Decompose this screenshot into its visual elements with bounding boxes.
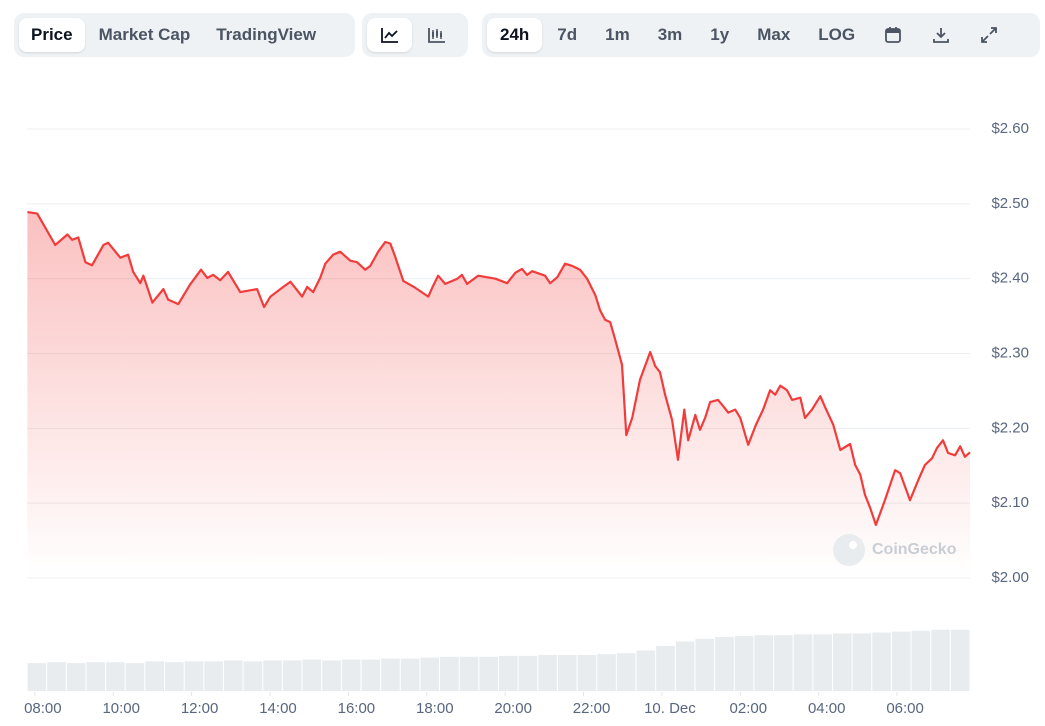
volume-bar	[754, 635, 774, 691]
volume-bar	[86, 662, 106, 691]
volume-bar	[518, 655, 538, 691]
x-tick-label: 10:00	[102, 700, 140, 717]
price-line	[27, 211, 971, 526]
volume-bar	[243, 661, 263, 691]
toolbar-button[interactable]: Price	[19, 18, 85, 52]
volume-bar	[66, 663, 86, 691]
volume-bar	[538, 655, 557, 691]
line-icon	[380, 28, 398, 43]
watermark: CoinGecko	[833, 534, 957, 566]
chart-style-toggle	[362, 13, 468, 57]
download-button[interactable]	[918, 18, 964, 52]
volume-bar	[911, 630, 931, 691]
volume-bar	[950, 629, 970, 691]
volume-bar	[381, 658, 400, 691]
y-tick-label: $2.60	[991, 120, 1029, 137]
toolbar-button[interactable]: Max	[757, 25, 791, 44]
x-tick-label: 22:00	[573, 700, 611, 717]
volume-bar	[361, 659, 381, 691]
volume-bar	[793, 634, 813, 691]
range-toggle: 24h 7d 1m 3m 1y Max LOG	[482, 13, 1040, 57]
volume-bar	[479, 656, 498, 691]
volume-bar	[145, 661, 165, 691]
toolbar-button[interactable]: 7d	[557, 25, 578, 44]
x-tick-label: 18:00	[416, 700, 454, 717]
toolbar-button[interactable]: 24h	[487, 18, 543, 52]
volume-bar	[656, 646, 675, 691]
volume-bar	[27, 663, 47, 691]
volume-bar	[734, 636, 754, 691]
x-tick-label: 06:00	[886, 700, 924, 717]
line-chart-button[interactable]	[367, 18, 412, 52]
volume-bar	[499, 655, 518, 691]
volume-bar	[263, 660, 282, 691]
volume-bar	[420, 657, 440, 691]
y-tick-label: $2.40	[991, 270, 1029, 287]
x-tick-label: 12:00	[181, 700, 219, 717]
calendar-button-icon	[885, 27, 902, 43]
volume-bar	[577, 655, 597, 691]
volume-bar	[675, 641, 695, 691]
volume-bar	[223, 660, 243, 691]
y-tick-label: $2.00	[991, 569, 1029, 586]
view-toggle: Price Market Cap TradingView	[14, 13, 355, 57]
toolbar-button[interactable]: TradingView	[216, 25, 317, 44]
candle-icon	[427, 28, 445, 43]
x-tick-label: 04:00	[808, 700, 846, 717]
watermark-logo-eye	[849, 541, 857, 549]
volume-bar	[715, 637, 734, 691]
volume-bar	[616, 653, 636, 691]
x-tick-label: 02:00	[730, 700, 768, 717]
volume-bar	[341, 659, 361, 691]
volume-bar	[774, 635, 793, 691]
volume-bar	[47, 662, 66, 691]
volume-bar	[282, 660, 302, 691]
x-tick-label: 16:00	[338, 700, 376, 717]
volume-bar	[852, 633, 872, 691]
fullscreen-button[interactable]	[966, 18, 1012, 52]
candle-chart-button[interactable]	[414, 18, 459, 52]
watermark-text: CoinGecko	[872, 541, 957, 558]
x-tick-label: 20:00	[494, 700, 532, 717]
volume-bar	[459, 656, 479, 691]
volume-bar	[322, 660, 341, 691]
volume-bar	[872, 632, 891, 691]
watermark-logo	[833, 534, 865, 566]
y-tick-label: $2.50	[991, 195, 1029, 212]
volume-bar	[891, 631, 911, 691]
volume-bar	[184, 661, 204, 691]
x-tick-label: 08:00	[24, 700, 62, 717]
price-area	[27, 212, 970, 578]
y-tick-label: $2.20	[991, 419, 1029, 436]
volume-bar	[440, 656, 459, 691]
toolbar-button[interactable]: 3m	[657, 25, 683, 44]
volume-bar	[125, 663, 145, 691]
fullscreen-button-icon	[981, 27, 998, 43]
x-tick-label: 10. Dec	[644, 700, 696, 717]
volume-bar	[597, 654, 616, 691]
volume-bar	[302, 659, 322, 691]
download-button-icon	[933, 28, 950, 43]
volume-bar	[832, 633, 852, 691]
x-tick-label: 14:00	[259, 700, 297, 717]
y-tick-label: $2.10	[991, 494, 1029, 511]
volume-bar	[695, 638, 715, 691]
volume-bar	[931, 629, 950, 691]
y-tick-label: $2.30	[991, 344, 1029, 361]
volume-bar	[636, 650, 656, 691]
toolbar-button[interactable]: 1y	[710, 25, 730, 44]
volume-bar	[557, 655, 577, 691]
volume-bar	[165, 662, 184, 691]
volume-bar	[106, 662, 125, 691]
volume-bar	[204, 661, 223, 691]
volume-bar	[400, 658, 420, 691]
volume-bar	[813, 634, 832, 691]
toolbar-button[interactable]: Market Cap	[98, 25, 191, 44]
toolbar-button[interactable]: 1m	[605, 25, 630, 44]
calendar-button[interactable]	[870, 18, 916, 52]
toolbar-button[interactable]: LOG	[818, 25, 856, 44]
